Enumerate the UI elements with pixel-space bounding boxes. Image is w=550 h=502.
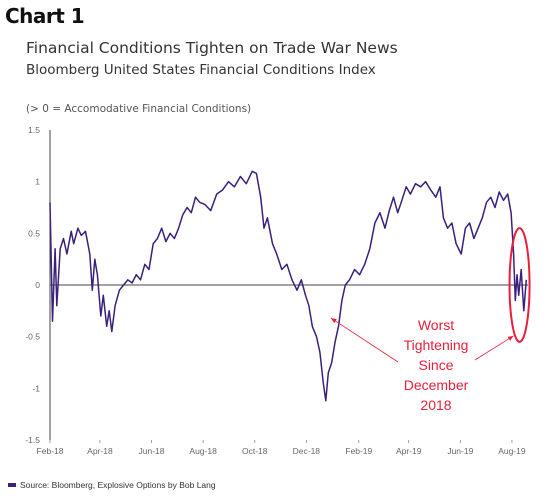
arrow-to-december-head bbox=[330, 318, 337, 324]
annotation-text-line: Worst bbox=[418, 317, 454, 333]
annotation-text-line: Tightening bbox=[404, 337, 469, 353]
x-tick-label: Aug-18 bbox=[189, 446, 217, 456]
annotation-text-line: 2018 bbox=[420, 397, 451, 413]
x-tick-label: Aug-19 bbox=[498, 446, 526, 456]
series-line bbox=[49, 170, 528, 402]
chart-number: Chart 1 bbox=[5, 4, 85, 28]
chart-title: Financial Conditions Tighten on Trade Wa… bbox=[26, 39, 398, 57]
chart-axes bbox=[49, 130, 528, 440]
y-tick-label: -0.5 bbox=[25, 332, 40, 342]
arrow-to-august-head bbox=[507, 335, 514, 341]
chart-subtitle: Bloomberg United States Financial Condit… bbox=[26, 62, 376, 78]
source-note: Source: Bloomberg, Explosive Options by … bbox=[20, 480, 216, 490]
y-axis-label: (> 0 = Accomodative Financial Conditions… bbox=[26, 103, 252, 115]
series-layer bbox=[49, 170, 528, 402]
annotation-text-line: December bbox=[404, 377, 469, 393]
y-tick-label: 1 bbox=[35, 177, 40, 187]
annotation-layer: Worst Tightening Since December 2018 bbox=[330, 227, 531, 413]
x-tick-label: Feb-19 bbox=[345, 446, 372, 456]
x-tick-label: Jun-18 bbox=[139, 446, 165, 456]
y-tick-label: 0 bbox=[35, 280, 40, 290]
x-tick-label: Oct-18 bbox=[242, 446, 268, 456]
y-tick-label: 1.5 bbox=[28, 125, 40, 135]
x-tick-label: Jun-19 bbox=[447, 446, 473, 456]
x-axis: Feb-18 Apr-18 Jun-18 Aug-18 Oct-18 Dec-18 Feb-… bbox=[37, 440, 526, 456]
y-tick-label: 0.5 bbox=[28, 228, 40, 238]
y-tick-label: -1.5 bbox=[25, 435, 40, 445]
highlight-ellipse bbox=[508, 227, 531, 343]
arrow-to-december bbox=[330, 317, 399, 363]
annotation-text-line: Since bbox=[418, 357, 453, 373]
y-axis: 1.5 1 0.5 0 -0.5 -1 -1.5 bbox=[25, 125, 40, 445]
source-marker bbox=[8, 483, 16, 487]
x-tick-label: Feb-18 bbox=[37, 446, 64, 456]
arrow-to-august bbox=[474, 335, 514, 361]
x-tick-label: Dec-18 bbox=[293, 446, 321, 456]
x-tick-label: Apr-18 bbox=[87, 446, 113, 456]
y-tick-label: -1 bbox=[32, 383, 40, 393]
x-tick-label: Apr-19 bbox=[396, 446, 422, 456]
